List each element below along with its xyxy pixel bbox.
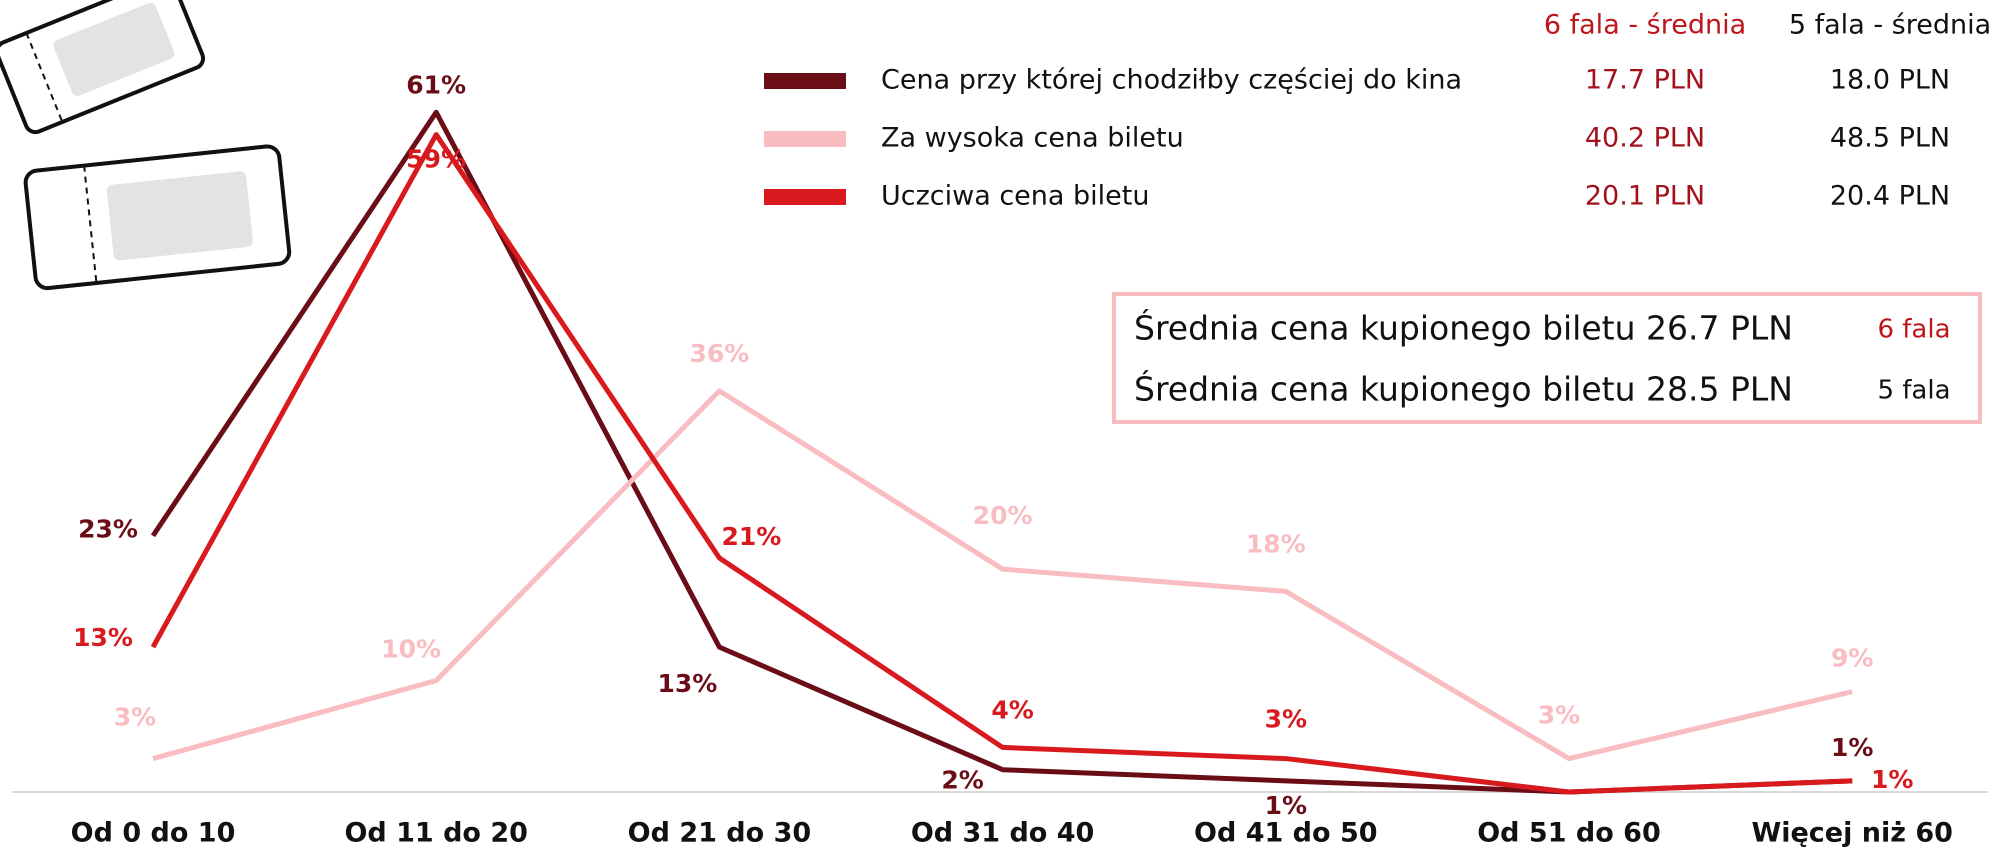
legend-value: 40.2 PLN [1585, 123, 1705, 154]
legend-value: 17.7 PLN [1585, 65, 1705, 96]
data-label: 13% [73, 623, 133, 652]
data-label: 59% [406, 145, 466, 174]
data-label: 21% [721, 522, 781, 551]
x-tick-label: Więcej niż 60 [1751, 818, 1953, 849]
data-label: 3% [114, 703, 156, 732]
legend-label: Za wysoka cena biletu [881, 123, 1184, 154]
data-label: 61% [406, 70, 466, 99]
data-label: 10% [381, 635, 441, 664]
data-label: 18% [1246, 529, 1306, 558]
legend-header: 5 fala - średnia [1789, 10, 1991, 41]
annotation-label: 6 fala [1877, 315, 1950, 345]
page: Od 0 do 10 Od 11 do 20 Od 21 do 30 Od 31 do… [0, 0, 2003, 849]
legend-swatch [764, 189, 846, 205]
x-tick-label: Od 41 do 50 [1194, 818, 1378, 849]
x-tick-label: Od 0 do 10 [71, 818, 236, 849]
data-label: 1% [1831, 733, 1873, 762]
x-tick-label: Od 11 do 20 [344, 818, 528, 849]
data-label: 23% [78, 515, 138, 544]
legend-value: 20.4 PLN [1830, 181, 1950, 212]
legend-label: Cena przy której chodziłby częściej do k… [881, 65, 1462, 96]
chart: Od 0 do 10 Od 11 do 20 Od 21 do 30 Od 31 do… [0, 0, 2003, 849]
data-label: 13% [657, 669, 717, 698]
data-label: 3% [1265, 705, 1307, 734]
legend-swatch [764, 73, 846, 89]
data-label: 1% [1265, 791, 1307, 820]
line [153, 135, 1852, 792]
legend-swatch [764, 131, 846, 147]
data-label: 9% [1831, 644, 1873, 673]
x-tick-label: Od 21 do 30 [628, 818, 812, 849]
data-label: 3% [1538, 701, 1580, 730]
legend-value: 48.5 PLN [1830, 123, 1950, 154]
ticket-illustration [0, 0, 290, 289]
legend-value: 18.0 PLN [1830, 65, 1950, 96]
annotation-text: Średnia cena kupionego biletu 26.7 PLN [1134, 308, 1793, 348]
annotation-label: 5 fala [1877, 376, 1950, 406]
x-tick-label: Od 51 do 60 [1477, 818, 1661, 849]
x-tick-label: Od 31 do 40 [911, 818, 1095, 849]
annotation-text: Średnia cena kupionego biletu 28.5 PLN [1134, 369, 1793, 409]
data-label: 1% [1871, 765, 1913, 794]
legend-header: 6 fala - średnia [1544, 10, 1746, 41]
data-label: 2% [941, 766, 983, 795]
data-label: 20% [973, 501, 1033, 530]
legend-label: Uczciwa cena biletu [881, 181, 1149, 212]
data-label: 36% [689, 339, 749, 368]
data-label: 4% [991, 695, 1033, 724]
legend-value: 20.1 PLN [1585, 181, 1705, 212]
